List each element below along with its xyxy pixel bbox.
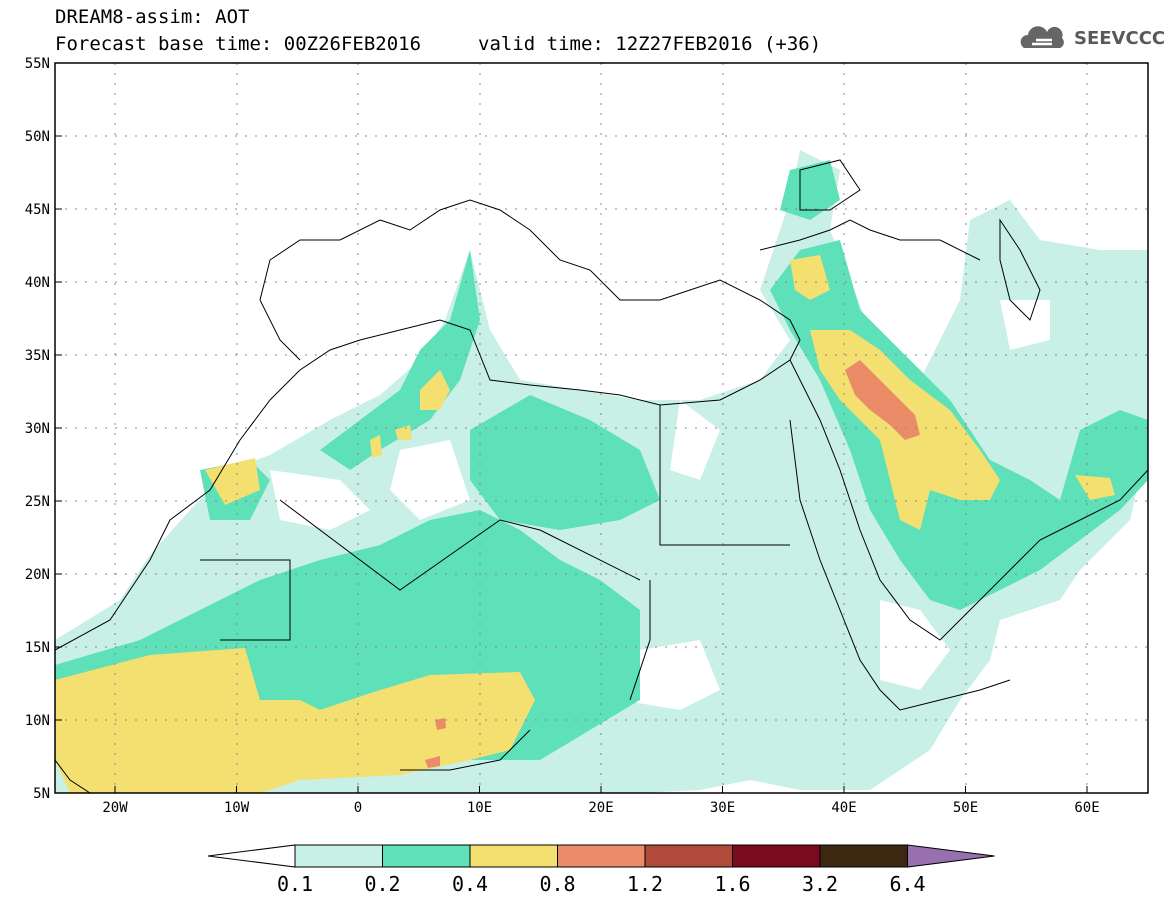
lat-label-45N: 45N (25, 202, 50, 218)
colorbar-segment (382, 844, 471, 868)
lon-label-30E: 30E (710, 800, 735, 816)
lon-label-0: 0 (354, 800, 362, 816)
lat-label-20N: 20N (25, 567, 50, 583)
lat-label-30N: 30N (25, 421, 50, 437)
lon-label-10W: 10W (224, 800, 250, 816)
lat-label-15N: 15N (25, 640, 50, 656)
colorbar-segment (644, 844, 733, 868)
lon-label-60E: 60E (1074, 800, 1099, 816)
colorbar-high-arrow (907, 844, 995, 868)
lat-label-40N: 40N (25, 275, 50, 291)
lon-label-40E: 40E (831, 800, 856, 816)
colorbar-segment (557, 844, 646, 868)
lat-label-55N: 55N (25, 56, 50, 72)
lon-label-20E: 20E (588, 800, 613, 816)
lat-label-5N: 5N (33, 786, 50, 802)
colorbar-label: 6.4 (889, 872, 926, 896)
valid-time: valid time: 12Z27FEB2016 (+36) (478, 33, 822, 55)
colorbar-segment (294, 844, 383, 868)
aot-fields (55, 150, 1148, 793)
colorbar (207, 844, 995, 868)
colorbar-label: 0.1 (276, 872, 314, 896)
aot-band-0.8 (425, 360, 920, 768)
lat-label-25N: 25N (25, 494, 50, 510)
colorbar-label: 1.6 (714, 872, 751, 896)
colorbar-segment (819, 844, 908, 868)
colorbar-low-arrow (207, 844, 296, 868)
cloud-logo-icon (1020, 26, 1064, 48)
colorbar-label: 0.4 (451, 872, 489, 896)
colorbar-label: 1.2 (626, 872, 664, 896)
graticule (55, 63, 1148, 793)
logo-text: SEEVCCC (1074, 28, 1165, 49)
lon-label-50E: 50E (953, 800, 978, 816)
colorbar-label: 3.2 (801, 872, 839, 896)
map-title: DREAM8-assim: AOT (55, 6, 250, 28)
lat-label-10N: 10N (25, 713, 50, 729)
colorbar-label: 0.8 (539, 872, 576, 896)
lon-label-20W: 20W (102, 800, 128, 816)
colorbar-label: 0.2 (364, 872, 401, 896)
lat-label-35N: 35N (25, 348, 50, 364)
base-time: Forecast base time: 00Z26FEB2016 (55, 33, 422, 55)
longitude-labels: 20W 10W 0 10E 20E 30E 40E 50E 60E (102, 786, 1100, 816)
colorbar-segment (732, 844, 821, 868)
lat-label-50N: 50N (25, 129, 50, 145)
colorbar-segment (469, 844, 558, 868)
latitude-labels: 55N 50N 45N 40N 35N 30N 25N 20N 15N 10N 5N (25, 56, 62, 802)
lon-label-10E: 10E (467, 800, 492, 816)
coastlines (55, 159, 1148, 793)
